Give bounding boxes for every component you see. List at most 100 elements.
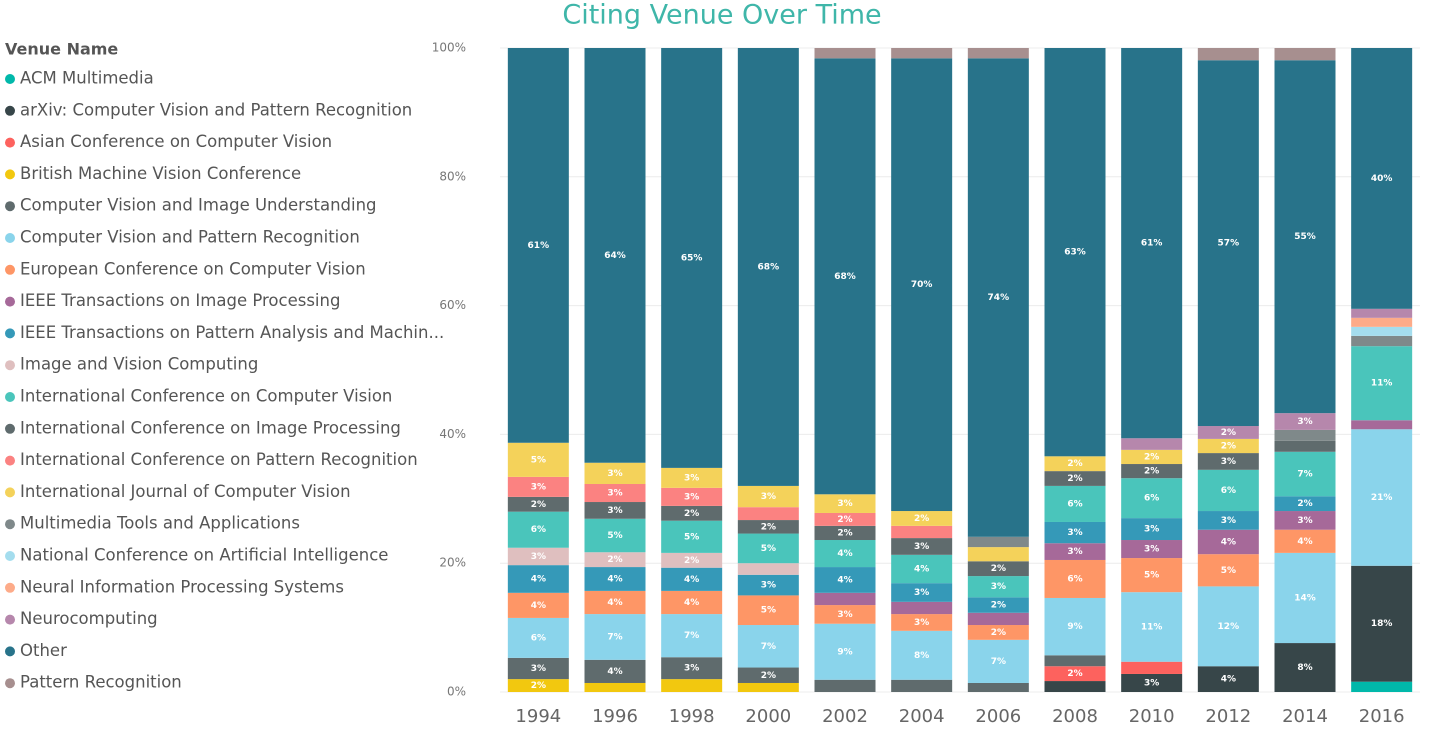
bar-segment[interactable] xyxy=(584,483,646,503)
bar-segment[interactable] xyxy=(891,583,953,602)
legend-label[interactable]: Image and Vision Computing xyxy=(20,355,258,374)
bar-segment[interactable] xyxy=(1351,48,1413,309)
legend-label[interactable]: International Conference on Image Proces… xyxy=(20,418,401,437)
bar-segment[interactable] xyxy=(1351,565,1413,682)
bar-segment[interactable] xyxy=(584,614,646,660)
bar-segment[interactable] xyxy=(737,485,799,508)
bar-segment[interactable] xyxy=(1274,60,1336,414)
bar-segment[interactable] xyxy=(661,567,723,591)
bar-segment[interactable] xyxy=(1044,456,1106,472)
bar-segment[interactable] xyxy=(1274,451,1336,497)
legend-label[interactable]: National Conference on Artificial Intell… xyxy=(20,546,388,565)
bar-segment[interactable] xyxy=(584,590,646,615)
bar-segment[interactable] xyxy=(661,48,723,468)
bar-segment[interactable] xyxy=(891,554,953,584)
bar-segment[interactable] xyxy=(891,538,953,555)
bar-segment[interactable] xyxy=(1044,521,1106,544)
legend-marker[interactable] xyxy=(5,169,15,180)
bar-segment[interactable] xyxy=(737,533,799,564)
bar-segment[interactable] xyxy=(967,639,1029,683)
bar-segment[interactable] xyxy=(967,576,1029,598)
bar-segment[interactable] xyxy=(891,48,953,59)
legend-label[interactable]: Multimedia Tools and Applications xyxy=(20,514,300,533)
bar-segment[interactable] xyxy=(814,592,876,606)
legend-label[interactable]: International Journal of Computer Vision xyxy=(20,482,351,501)
bar-segment[interactable] xyxy=(891,614,953,631)
bar-segment[interactable] xyxy=(1121,558,1183,593)
bar-segment[interactable] xyxy=(967,625,1029,640)
bar-segment[interactable] xyxy=(661,487,723,506)
bar-segment[interactable] xyxy=(1121,48,1183,439)
legend-marker[interactable] xyxy=(5,296,15,307)
bar-segment[interactable] xyxy=(737,682,799,692)
bar-segment[interactable] xyxy=(737,563,799,575)
bar-segment[interactable] xyxy=(891,601,953,615)
legend-label[interactable]: International Conference on Pattern Reco… xyxy=(20,450,418,469)
bar-segment[interactable] xyxy=(507,511,569,548)
bar-segment[interactable] xyxy=(1197,60,1259,427)
bar-segment[interactable] xyxy=(1197,586,1259,667)
bar-segment[interactable] xyxy=(661,505,723,521)
bar-segment[interactable] xyxy=(1274,496,1336,512)
legend-label[interactable]: Other xyxy=(20,641,67,660)
bar-segment[interactable] xyxy=(814,605,876,624)
bar-segment[interactable] xyxy=(814,58,876,495)
bar-segment[interactable] xyxy=(507,679,569,692)
legend-marker[interactable] xyxy=(5,105,15,116)
bar-segment[interactable] xyxy=(507,496,569,512)
legend-label[interactable]: International Conference on Computer Vis… xyxy=(20,387,392,406)
bar-segment[interactable] xyxy=(967,561,1029,577)
legend-label[interactable]: Neural Information Processing Systems xyxy=(20,577,344,596)
bar-segment[interactable] xyxy=(1044,655,1106,667)
bar-segment[interactable] xyxy=(967,536,1029,548)
bar-segment[interactable] xyxy=(814,567,876,593)
legend-marker[interactable] xyxy=(5,360,15,371)
legend-label[interactable]: arXiv: Computer Vision and Pattern Recog… xyxy=(20,100,412,119)
bar-segment[interactable] xyxy=(1121,592,1183,662)
legend-label[interactable]: British Machine Vision Conference xyxy=(20,164,301,183)
legend-label[interactable]: Neurocomputing xyxy=(20,609,158,628)
legend-label[interactable]: IEEE Transactions on Pattern Analysis an… xyxy=(20,323,444,342)
bar-segment[interactable] xyxy=(661,552,723,568)
bar-segment[interactable] xyxy=(584,502,646,519)
legend-marker[interactable] xyxy=(5,137,15,148)
legend-marker[interactable] xyxy=(5,582,15,593)
bar-segment[interactable] xyxy=(814,679,876,692)
bar-segment[interactable] xyxy=(1044,597,1106,656)
bar-segment[interactable] xyxy=(967,547,1029,562)
bar-segment[interactable] xyxy=(507,476,569,497)
bar-segment[interactable] xyxy=(891,679,953,692)
bar-segment[interactable] xyxy=(507,547,569,566)
legend-marker[interactable] xyxy=(5,519,15,530)
bar-segment[interactable] xyxy=(1197,48,1259,61)
bar-segment[interactable] xyxy=(507,592,569,618)
bar-segment[interactable] xyxy=(1121,478,1183,519)
bar-segment[interactable] xyxy=(507,48,569,443)
legend-marker[interactable] xyxy=(5,646,15,657)
legend-marker[interactable] xyxy=(5,201,15,212)
bar-segment[interactable] xyxy=(814,623,876,680)
bar-segment[interactable] xyxy=(661,590,723,615)
bar-segment[interactable] xyxy=(1197,469,1259,512)
bar-segment[interactable] xyxy=(1351,317,1413,327)
bar-segment[interactable] xyxy=(1121,540,1183,559)
bar-segment[interactable] xyxy=(737,574,799,596)
bar-segment[interactable] xyxy=(1274,552,1336,644)
bar-segment[interactable] xyxy=(737,520,799,534)
legend-label[interactable]: IEEE Transactions on Image Processing xyxy=(20,291,340,310)
bar-segment[interactable] xyxy=(507,565,569,593)
legend-label[interactable]: Asian Conference on Computer Vision xyxy=(20,132,332,151)
bar-segment[interactable] xyxy=(1274,643,1336,692)
bar-segment[interactable] xyxy=(1121,518,1183,541)
bar-segment[interactable] xyxy=(1351,308,1413,318)
legend-marker[interactable] xyxy=(5,328,15,339)
bar-segment[interactable] xyxy=(1044,471,1106,486)
legend-marker[interactable] xyxy=(5,74,15,84)
bar-segment[interactable] xyxy=(661,679,723,692)
bar-segment[interactable] xyxy=(1351,420,1413,430)
bar-segment[interactable] xyxy=(1044,681,1106,692)
bar-segment[interactable] xyxy=(1274,440,1336,452)
bar-segment[interactable] xyxy=(737,595,799,626)
bar-segment[interactable] xyxy=(584,659,646,683)
bar-segment[interactable] xyxy=(584,462,646,484)
